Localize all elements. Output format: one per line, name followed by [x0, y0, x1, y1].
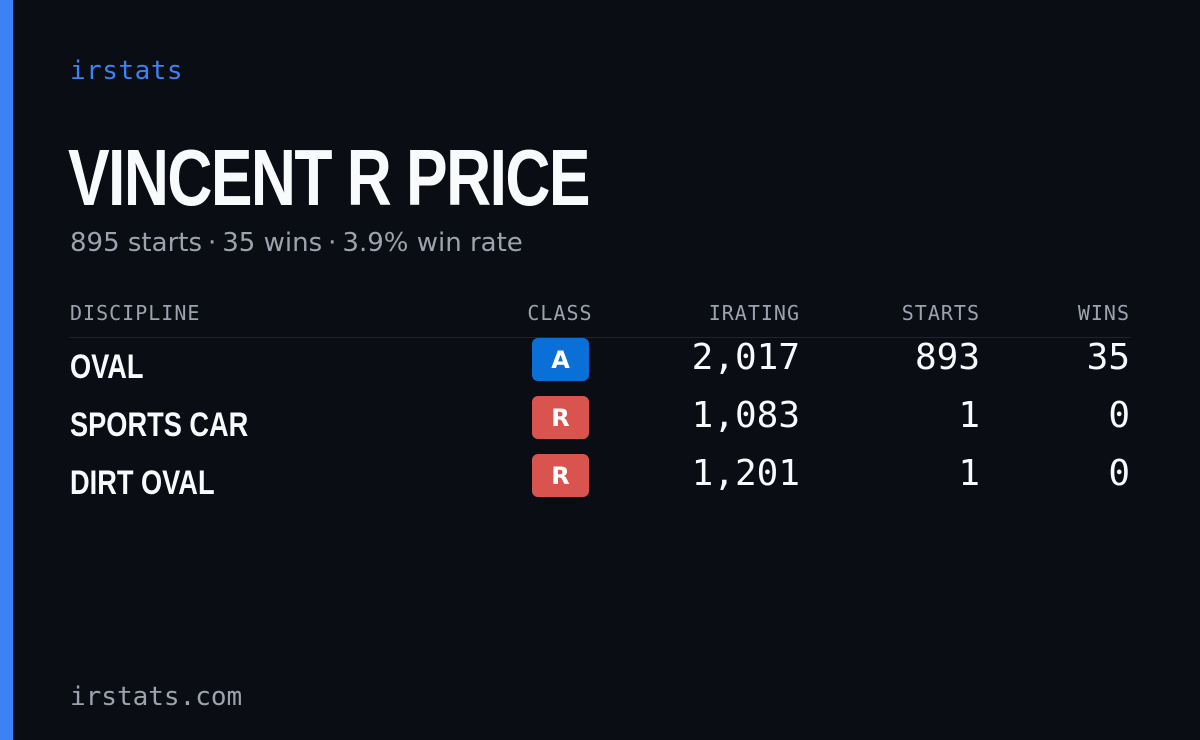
brand-logo: irstats: [70, 56, 184, 86]
starts-value: 1: [958, 395, 980, 436]
summary-wins: 35 wins: [222, 228, 323, 258]
class-badge: R: [532, 396, 589, 439]
wins-value: 0: [1108, 453, 1130, 494]
discipline-name: OVAL: [70, 348, 144, 386]
discipline-name: SPORTS CAR: [70, 406, 249, 444]
class-badge: R: [532, 454, 589, 497]
header-irating: IRATING: [708, 301, 800, 325]
header-class: CLASS: [527, 301, 593, 325]
accent-bar: [0, 0, 13, 740]
header-discipline: DISCIPLINE: [70, 301, 201, 325]
wins-value: 35: [1086, 337, 1130, 378]
table-header: DISCIPLINE CLASS IRATING STARTS WINS: [70, 300, 1130, 338]
wins-value: 0: [1108, 395, 1130, 436]
table-row: SPORTS CAR R 1,083 1 0: [70, 396, 1130, 454]
header-wins: WINS: [1077, 301, 1130, 325]
class-badge: A: [532, 338, 589, 381]
summary-separator: ·: [208, 228, 217, 258]
starts-value: 893: [914, 337, 980, 378]
table-row: DIRT OVAL R 1,201 1 0: [70, 454, 1130, 512]
starts-value: 1: [958, 453, 980, 494]
summary-separator: ·: [328, 228, 337, 258]
driver-name: VINCENT R PRICE: [68, 133, 590, 222]
irating-value: 1,083: [691, 395, 800, 436]
summary-starts: 895 starts: [70, 228, 202, 258]
header-starts: STARTS: [901, 301, 980, 325]
irating-value: 2,017: [691, 337, 800, 378]
irating-value: 1,201: [691, 453, 800, 494]
summary-win-rate: 3.9% win rate: [342, 228, 523, 258]
footer-url: irstats.com: [70, 682, 243, 712]
driver-summary: 895 starts · 35 wins · 3.9% win rate: [70, 228, 523, 258]
discipline-name: DIRT OVAL: [70, 464, 215, 502]
stats-table: DISCIPLINE CLASS IRATING STARTS WINS OVA…: [70, 300, 1130, 512]
table-row: OVAL A 2,017 893 35: [70, 338, 1130, 396]
